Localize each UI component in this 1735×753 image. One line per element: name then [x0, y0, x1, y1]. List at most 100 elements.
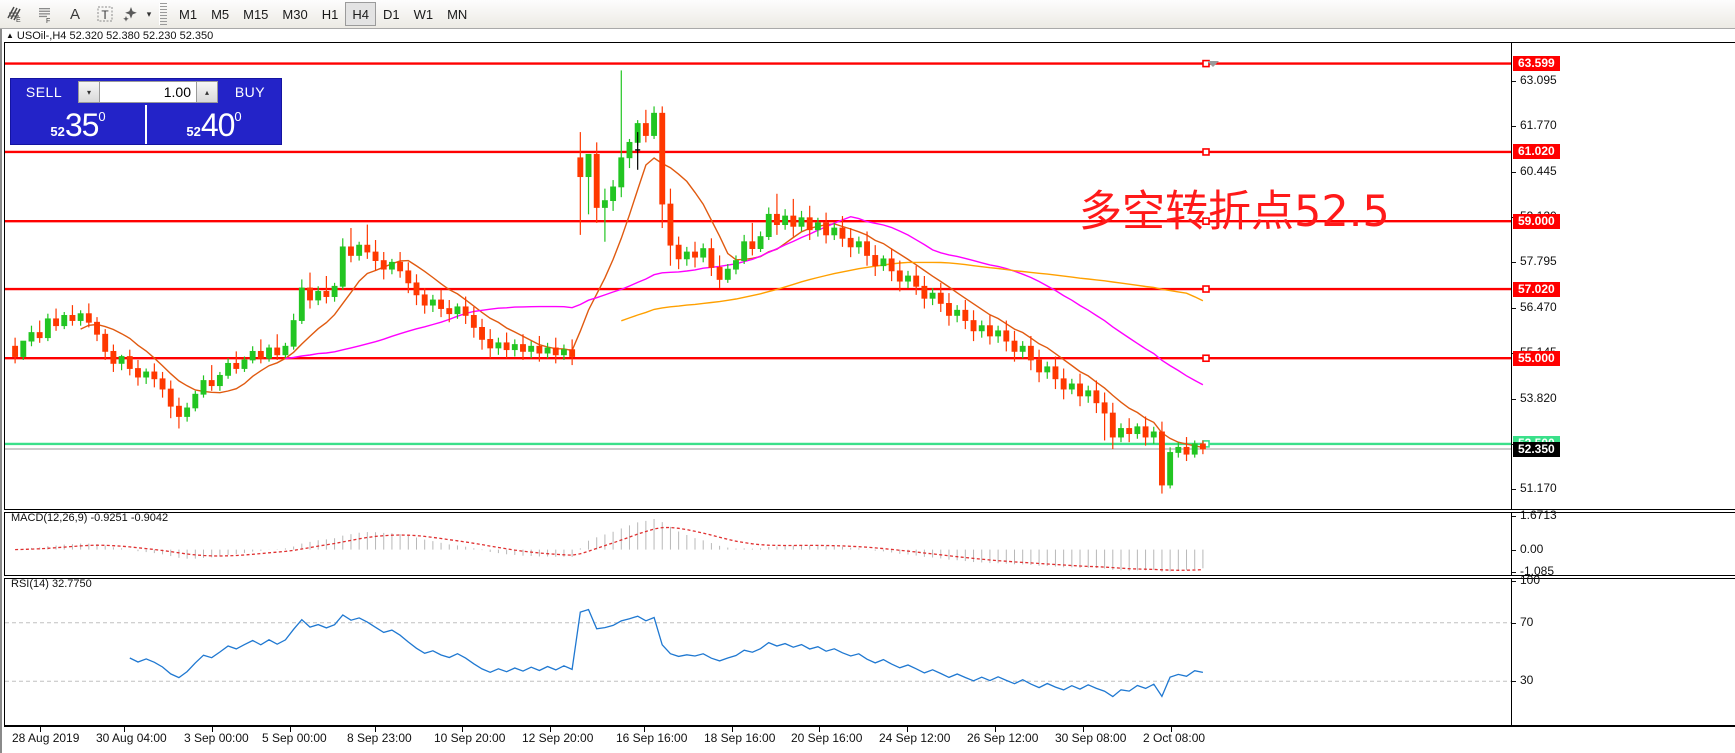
candlestick [847, 228, 854, 258]
chart-annotation-text[interactable]: 多空转折点52.5 [1079, 187, 1390, 237]
candlestick [1175, 442, 1182, 458]
candlestick [61, 311, 68, 330]
time-tick-mark [907, 727, 908, 732]
sell-button[interactable]: SELL [25, 84, 63, 100]
candlestick [266, 344, 272, 362]
volume-input[interactable]: 1.00 [100, 81, 196, 103]
candlestick [380, 252, 387, 280]
candlestick [372, 240, 379, 271]
one-click-trading-panel[interactable]: SELL ▾ 1.00 ▴ BUY 52 35 0 52 40 0 [10, 78, 282, 145]
macd-signal-line [15, 526, 1203, 571]
timeframe-m15[interactable]: M15 [243, 6, 269, 22]
price-tick-label: 61.770 [1520, 118, 1557, 133]
time-tick-mark [995, 727, 996, 732]
last-price-tag[interactable]: 52.350 [1513, 441, 1560, 457]
axis-tick [1512, 571, 1516, 573]
chart-window: ▲ USOil-,H4 52.320 52.380 52.230 52.350 … [0, 29, 1735, 753]
candlestick [454, 303, 461, 319]
time-tick-label: 16 Sep 16:00 [616, 731, 688, 745]
text-object-icon[interactable]: T [90, 1, 120, 27]
candlestick [69, 305, 76, 326]
candlestick [192, 390, 199, 412]
candlestick [610, 180, 617, 211]
timeframe-d1[interactable]: D1 [382, 6, 400, 22]
price-chart-plot[interactable] [4, 42, 1512, 510]
rsi-tick-label: 30 [1520, 673, 1534, 688]
timeframe-h4[interactable]: H4 [345, 2, 376, 26]
time-tick-label: 2 Oct 08:00 [1143, 731, 1206, 745]
price-axis[interactable]: 63.09561.77060.44559.12057.79556.47055.1… [1512, 42, 1735, 510]
macd-label: MACD(12,26,9) -0.9251 -0.9042 [9, 512, 171, 524]
macd-axis[interactable]: 1.6713 0.00 -1.085 [1512, 508, 1735, 578]
axis-tick [1512, 622, 1516, 624]
candlestick [503, 332, 510, 359]
objects-dropdown-icon[interactable]: ▾ [146, 8, 152, 19]
candlestick [184, 402, 191, 422]
line-handle[interactable] [1202, 285, 1210, 293]
collapse-icon[interactable]: ▲ [6, 31, 14, 40]
candlestick [700, 243, 707, 263]
timeframe-mn[interactable]: MN [447, 6, 468, 22]
timeframe-w1[interactable]: W1 [413, 6, 434, 22]
candlestick [782, 209, 789, 230]
timeframe-m30[interactable]: M30 [282, 6, 308, 22]
time-tick-mark [124, 727, 125, 732]
candlestick [487, 329, 494, 359]
candlestick [339, 238, 346, 290]
timeframe-group: M1 M5 M15 M30 H1 H4 D1 W1 MN [172, 1, 474, 27]
volume-stepper[interactable]: ▾ 1.00 ▴ [78, 81, 218, 103]
axis-tick [1512, 80, 1516, 82]
candlestick [315, 286, 322, 306]
expert-advisor-icon[interactable]: E [0, 1, 30, 27]
time-tick-mark [212, 727, 213, 732]
price-level-tag[interactable]: 57.020 [1513, 281, 1560, 297]
axis-tick [1512, 549, 1516, 551]
candlestick [175, 397, 182, 429]
line-handle[interactable] [1202, 354, 1210, 363]
buy-price-quote[interactable]: 52 40 0 [147, 105, 281, 144]
time-axis[interactable]: 28 Aug 2019 30 Aug 04:00 3 Sep 00:00 5 Sep … [4, 726, 1735, 753]
candlestick [1077, 373, 1083, 407]
time-tick-label: 24 Sep 12:00 [879, 731, 951, 745]
time-tick-mark [1083, 727, 1084, 732]
timeframe-h1[interactable]: H1 [321, 6, 339, 22]
axis-tick [1512, 515, 1516, 517]
price-level-tag[interactable]: 59.000 [1513, 213, 1560, 229]
time-tick-label: 30 Aug 04:00 [96, 731, 167, 745]
rsi-axis[interactable]: 100 70 30 [1512, 573, 1735, 726]
time-tick-label: 8 Sep 23:00 [347, 731, 412, 745]
price-level-tag[interactable]: 61.020 [1513, 144, 1560, 160]
candlestick [692, 241, 698, 268]
volume-increment-button[interactable]: ▴ [196, 81, 218, 103]
rsi-plot[interactable]: RSI(14) 32.7750 [4, 578, 1512, 726]
volume-decrement-button[interactable]: ▾ [78, 81, 100, 103]
candlestick [864, 231, 870, 266]
timeframe-m1[interactable]: M1 [179, 6, 198, 22]
candlestick [1068, 378, 1075, 395]
macd-plot[interactable]: MACD(12,26,9) -0.9251 -0.9042 [4, 512, 1512, 576]
line-handle[interactable] [1202, 217, 1210, 225]
candlestick [839, 216, 846, 247]
line-handle[interactable] [1202, 148, 1210, 156]
time-tick-label: 20 Sep 16:00 [791, 731, 863, 745]
text-label-icon[interactable]: A [69, 5, 80, 23]
buy-button[interactable]: BUY [234, 84, 266, 100]
candlestick [470, 306, 477, 338]
candlestick [1167, 447, 1174, 489]
time-tick-label: 28 Aug 2019 [12, 731, 80, 745]
objects-icon[interactable] [120, 1, 142, 27]
timeframe-m5[interactable]: M5 [211, 6, 230, 22]
candlestick [143, 368, 150, 384]
toolbar-grip[interactable] [159, 3, 167, 25]
indicator-list-icon[interactable]: F [30, 1, 60, 27]
candlestick [724, 264, 731, 283]
candlestick [1101, 392, 1108, 441]
price-level-tag[interactable]: 55.000 [1513, 350, 1560, 366]
price-level-tag[interactable]: 63.599 [1513, 56, 1560, 72]
candlestick [331, 282, 338, 302]
candlestick [1191, 440, 1198, 458]
candlestick [978, 320, 985, 338]
chart-scroll-marker [1207, 61, 1219, 67]
sell-price-quote[interactable]: 52 35 0 [11, 105, 147, 144]
axis-tick [1512, 489, 1516, 491]
